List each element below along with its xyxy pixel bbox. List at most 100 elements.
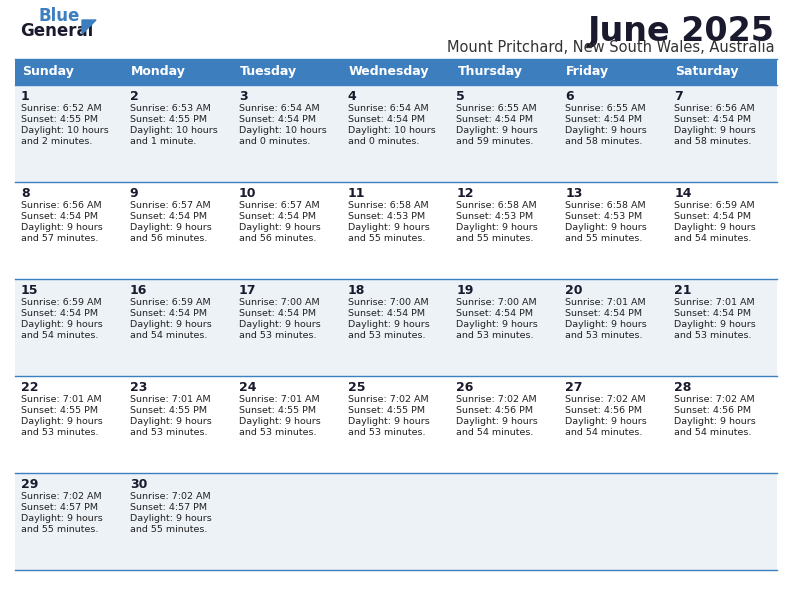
Text: Daylight: 10 hours: Daylight: 10 hours [21,126,109,135]
Text: and 55 minutes.: and 55 minutes. [21,525,98,534]
Text: 9: 9 [130,187,139,200]
Text: and 57 minutes.: and 57 minutes. [21,234,98,243]
Text: Sunrise: 7:02 AM: Sunrise: 7:02 AM [456,395,537,404]
Text: Sunset: 4:54 PM: Sunset: 4:54 PM [456,309,534,318]
Text: 13: 13 [565,187,583,200]
Text: Sunset: 4:54 PM: Sunset: 4:54 PM [238,115,316,124]
Text: Sunset: 4:57 PM: Sunset: 4:57 PM [130,503,207,512]
Text: Sunrise: 6:58 AM: Sunrise: 6:58 AM [565,201,646,210]
Text: Daylight: 9 hours: Daylight: 9 hours [130,320,211,329]
Text: and 53 minutes.: and 53 minutes. [565,331,643,340]
Text: Sunset: 4:57 PM: Sunset: 4:57 PM [21,503,98,512]
Text: 4: 4 [348,90,356,103]
Text: Sunrise: 7:00 AM: Sunrise: 7:00 AM [238,298,319,307]
Text: Daylight: 9 hours: Daylight: 9 hours [21,514,103,523]
Text: Sunrise: 6:53 AM: Sunrise: 6:53 AM [130,104,211,113]
Text: Sunrise: 6:57 AM: Sunrise: 6:57 AM [130,201,211,210]
Text: 21: 21 [674,284,691,297]
Text: and 55 minutes.: and 55 minutes. [348,234,425,243]
Bar [124,59,233,85]
Text: Sunrise: 6:55 AM: Sunrise: 6:55 AM [456,104,537,113]
Text: and 55 minutes.: and 55 minutes. [456,234,534,243]
Text: Sunrise: 7:02 AM: Sunrise: 7:02 AM [130,492,211,501]
Text: and 1 minute.: and 1 minute. [130,137,196,146]
Bar [668,59,777,85]
Text: Sunset: 4:54 PM: Sunset: 4:54 PM [348,309,425,318]
Text: 6: 6 [565,90,574,103]
Text: Blue: Blue [38,7,79,25]
Text: Sunset: 4:54 PM: Sunset: 4:54 PM [21,212,98,221]
Text: 11: 11 [348,187,365,200]
Text: Sunset: 4:56 PM: Sunset: 4:56 PM [565,406,642,415]
Text: Sunrise: 7:01 AM: Sunrise: 7:01 AM [674,298,755,307]
Text: Daylight: 10 hours: Daylight: 10 hours [348,126,436,135]
Text: Daylight: 9 hours: Daylight: 9 hours [674,223,756,232]
Bar [15,182,777,279]
Text: 28: 28 [674,381,691,394]
Text: Daylight: 9 hours: Daylight: 9 hours [674,417,756,426]
Text: and 54 minutes.: and 54 minutes. [456,428,534,437]
Text: and 53 minutes.: and 53 minutes. [21,428,98,437]
Text: 8: 8 [21,187,29,200]
Text: Sunset: 4:53 PM: Sunset: 4:53 PM [565,212,642,221]
Bar [15,59,124,85]
Text: Daylight: 9 hours: Daylight: 9 hours [238,223,321,232]
Text: Daylight: 9 hours: Daylight: 9 hours [456,417,539,426]
Text: Sunrise: 6:57 AM: Sunrise: 6:57 AM [238,201,319,210]
Text: and 0 minutes.: and 0 minutes. [348,137,419,146]
Text: Sunday: Sunday [22,65,74,78]
Text: Sunset: 4:55 PM: Sunset: 4:55 PM [348,406,425,415]
Text: and 54 minutes.: and 54 minutes. [674,428,752,437]
Text: Tuesday: Tuesday [240,65,297,78]
Polygon shape [82,20,96,34]
Text: Sunset: 4:54 PM: Sunset: 4:54 PM [674,309,751,318]
Text: 7: 7 [674,90,683,103]
Text: Daylight: 9 hours: Daylight: 9 hours [674,126,756,135]
Text: Sunset: 4:56 PM: Sunset: 4:56 PM [456,406,534,415]
Text: Sunrise: 6:54 AM: Sunrise: 6:54 AM [348,104,428,113]
Bar [559,59,668,85]
Text: General: General [20,22,93,40]
Text: and 59 minutes.: and 59 minutes. [456,137,534,146]
Text: Daylight: 9 hours: Daylight: 9 hours [348,417,429,426]
Text: and 53 minutes.: and 53 minutes. [456,331,534,340]
Text: Sunset: 4:53 PM: Sunset: 4:53 PM [348,212,425,221]
Text: Daylight: 9 hours: Daylight: 9 hours [565,223,647,232]
Text: Daylight: 9 hours: Daylight: 9 hours [456,126,539,135]
Text: Saturday: Saturday [675,65,739,78]
Text: Daylight: 9 hours: Daylight: 9 hours [456,223,539,232]
Text: and 53 minutes.: and 53 minutes. [348,331,425,340]
Text: Sunset: 4:54 PM: Sunset: 4:54 PM [456,115,534,124]
Text: 14: 14 [674,187,691,200]
Text: 2: 2 [130,90,139,103]
Text: June 2025: June 2025 [588,15,775,48]
Text: and 54 minutes.: and 54 minutes. [21,331,98,340]
Text: Daylight: 9 hours: Daylight: 9 hours [565,417,647,426]
Text: Daylight: 9 hours: Daylight: 9 hours [348,320,429,329]
Bar [451,59,559,85]
Text: and 56 minutes.: and 56 minutes. [130,234,208,243]
Text: Daylight: 9 hours: Daylight: 9 hours [348,223,429,232]
Text: and 53 minutes.: and 53 minutes. [130,428,208,437]
Text: Daylight: 9 hours: Daylight: 9 hours [565,126,647,135]
Text: and 53 minutes.: and 53 minutes. [674,331,752,340]
Text: 18: 18 [348,284,365,297]
Text: Daylight: 9 hours: Daylight: 9 hours [130,514,211,523]
Text: 19: 19 [456,284,474,297]
Text: 27: 27 [565,381,583,394]
Text: Sunset: 4:54 PM: Sunset: 4:54 PM [130,309,207,318]
Text: and 54 minutes.: and 54 minutes. [130,331,208,340]
Text: Sunrise: 7:02 AM: Sunrise: 7:02 AM [348,395,428,404]
Text: and 0 minutes.: and 0 minutes. [238,137,310,146]
Text: and 53 minutes.: and 53 minutes. [348,428,425,437]
Text: 23: 23 [130,381,147,394]
Text: and 56 minutes.: and 56 minutes. [238,234,316,243]
Text: Sunrise: 7:01 AM: Sunrise: 7:01 AM [565,298,646,307]
Text: 1: 1 [21,90,30,103]
Text: Daylight: 9 hours: Daylight: 9 hours [238,320,321,329]
Text: Sunrise: 6:55 AM: Sunrise: 6:55 AM [565,104,646,113]
Text: Daylight: 10 hours: Daylight: 10 hours [238,126,326,135]
Text: Wednesday: Wednesday [348,65,429,78]
Text: Sunrise: 6:54 AM: Sunrise: 6:54 AM [238,104,319,113]
Text: Sunrise: 7:00 AM: Sunrise: 7:00 AM [348,298,428,307]
